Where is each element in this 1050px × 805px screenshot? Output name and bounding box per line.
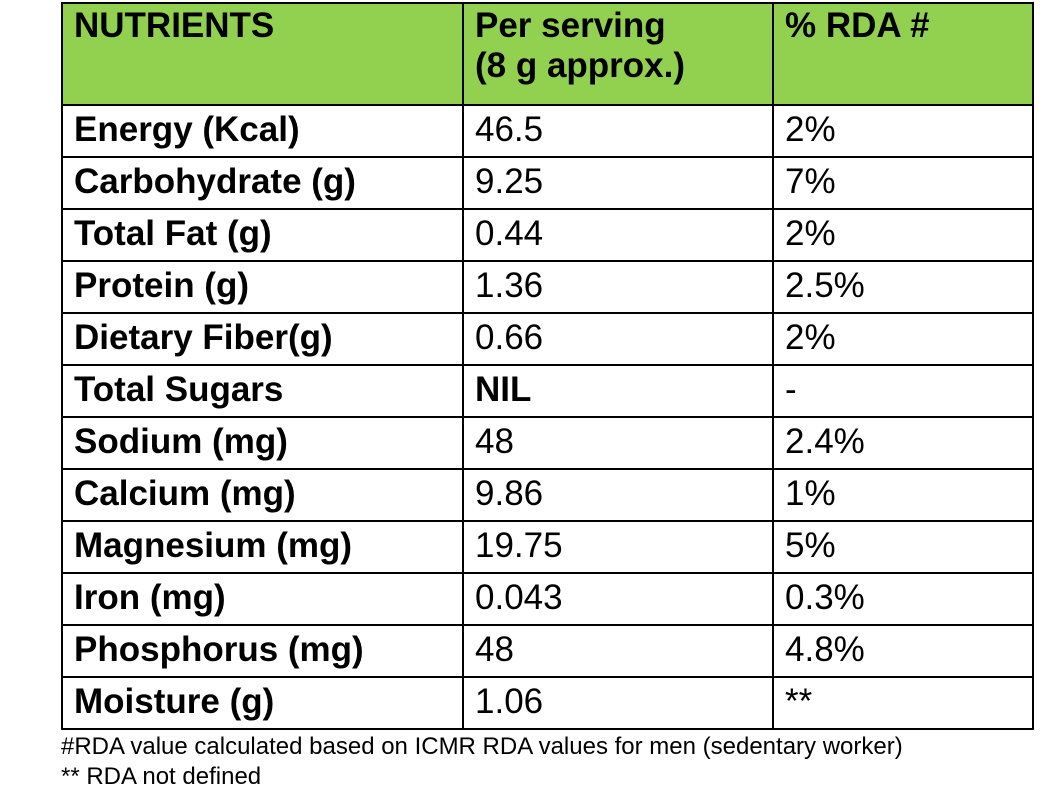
rda-value: ** [772, 676, 1034, 730]
header-row: NUTRIENTS Per serving (8 g approx.) % RD… [61, 2, 1034, 106]
nutrient-name: Magnesium (mg) [61, 520, 464, 574]
footnote-rda: #RDA value calculated based on ICMR RDA … [61, 733, 903, 760]
table-row: Energy (Kcal) 46.5 2% [61, 104, 1034, 158]
table-row: Total Sugars NIL - [61, 364, 1034, 418]
nutrient-name: Phosphorus (mg) [61, 624, 464, 678]
rda-value: 1% [772, 468, 1034, 522]
header-nutrients: NUTRIENTS [61, 2, 464, 106]
per-serving-value: 46.5 [462, 104, 774, 158]
rda-value: 2.4% [772, 416, 1034, 470]
table-row: Dietary Fiber(g) 0.66 2% [61, 312, 1034, 366]
nutrient-name: Sodium (mg) [61, 416, 464, 470]
content: NUTRIENTS Per serving (8 g approx.) % RD… [61, 2, 1050, 792]
table-row: Carbohydrate (g) 9.25 7% [61, 156, 1034, 210]
per-serving-value: 0.44 [462, 208, 774, 262]
header-rda: % RDA # [772, 2, 1034, 106]
per-serving-value: 48 [462, 416, 774, 470]
table-row: Calcium (mg) 9.86 1% [61, 468, 1034, 522]
table-row: Protein (g) 1.36 2.5% [61, 260, 1034, 314]
nutrient-name: Calcium (mg) [61, 468, 464, 522]
rda-value: 0.3% [772, 572, 1034, 626]
table-row: Total Fat (g) 0.44 2% [61, 208, 1034, 262]
per-serving-value: 0.043 [462, 572, 774, 626]
rda-value: 2% [772, 208, 1034, 262]
header-per-serving-line1: Per serving [475, 6, 666, 45]
table-row: Sodium (mg) 48 2.4% [61, 416, 1034, 470]
rda-value: 2% [772, 104, 1034, 158]
nutrient-name: Moisture (g) [61, 676, 464, 730]
rda-value: 2% [772, 312, 1034, 366]
per-serving-value: 0.66 [462, 312, 774, 366]
nutrition-table: NUTRIENTS Per serving (8 g approx.) % RD… [61, 2, 1034, 730]
per-serving-value: 19.75 [462, 520, 774, 574]
footnote-not-defined: ** RDA not defined [61, 763, 262, 790]
nutrient-name: Total Fat (g) [61, 208, 464, 262]
per-serving-value: 9.25 [462, 156, 774, 210]
per-serving-value: 1.06 [462, 676, 774, 730]
header-per-serving: Per serving (8 g approx.) [462, 2, 774, 106]
rda-value: 5% [772, 520, 1034, 574]
header-per-serving-line2: (8 g approx.) [475, 46, 686, 85]
rda-value: 2.5% [772, 260, 1034, 314]
per-serving-value: 9.86 [462, 468, 774, 522]
nutrient-name: Dietary Fiber(g) [61, 312, 464, 366]
table-row: Magnesium (mg) 19.75 5% [61, 520, 1034, 574]
nutrient-name: Total Sugars [61, 364, 464, 418]
per-serving-value: NIL [462, 364, 774, 418]
table-row: Moisture (g) 1.06 ** [61, 676, 1034, 730]
nutrient-name: Iron (mg) [61, 572, 464, 626]
table-row: Phosphorus (mg) 48 4.8% [61, 624, 1034, 678]
per-serving-value: 48 [462, 624, 774, 678]
rda-value: - [772, 364, 1034, 418]
nutrient-name: Energy (Kcal) [61, 104, 464, 158]
table-row: Iron (mg) 0.043 0.3% [61, 572, 1034, 626]
per-serving-value: 1.36 [462, 260, 774, 314]
nutrient-name: Protein (g) [61, 260, 464, 314]
nutrient-name: Carbohydrate (g) [61, 156, 464, 210]
rda-value: 7% [772, 156, 1034, 210]
rda-value: 4.8% [772, 624, 1034, 678]
